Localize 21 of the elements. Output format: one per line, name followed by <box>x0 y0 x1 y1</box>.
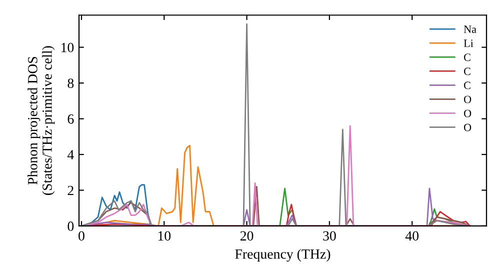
legend-label: C <box>464 54 470 62</box>
x-tick-label: 40 <box>405 231 419 241</box>
x-tick-label: 30 <box>323 231 336 241</box>
x-tick-label: 10 <box>158 231 171 241</box>
legend-label: O <box>464 124 472 132</box>
legend-label: C <box>464 82 470 90</box>
x-tick-label: 20 <box>240 231 254 241</box>
legend-label: Li <box>464 40 474 47</box>
legend-label: C <box>464 68 470 76</box>
y-tick-label: 8 <box>68 78 74 88</box>
y-tick-label: 4 <box>67 150 74 160</box>
x-axis-title: Frequency (THz) <box>235 248 330 262</box>
y-tick-label: 2 <box>68 186 74 196</box>
y-tick-label: 6 <box>68 114 74 124</box>
y-tick-label: 10 <box>61 42 74 52</box>
y-axis-title: Phonon projected DOS (States/THz·primitive cell) <box>28 46 55 195</box>
legend-label: Na <box>464 26 476 34</box>
legend-label: O <box>464 96 472 104</box>
y-tick-label: 0 <box>68 222 74 231</box>
legend-label: O <box>464 110 472 118</box>
x-tick-label: 0 <box>78 231 84 241</box>
